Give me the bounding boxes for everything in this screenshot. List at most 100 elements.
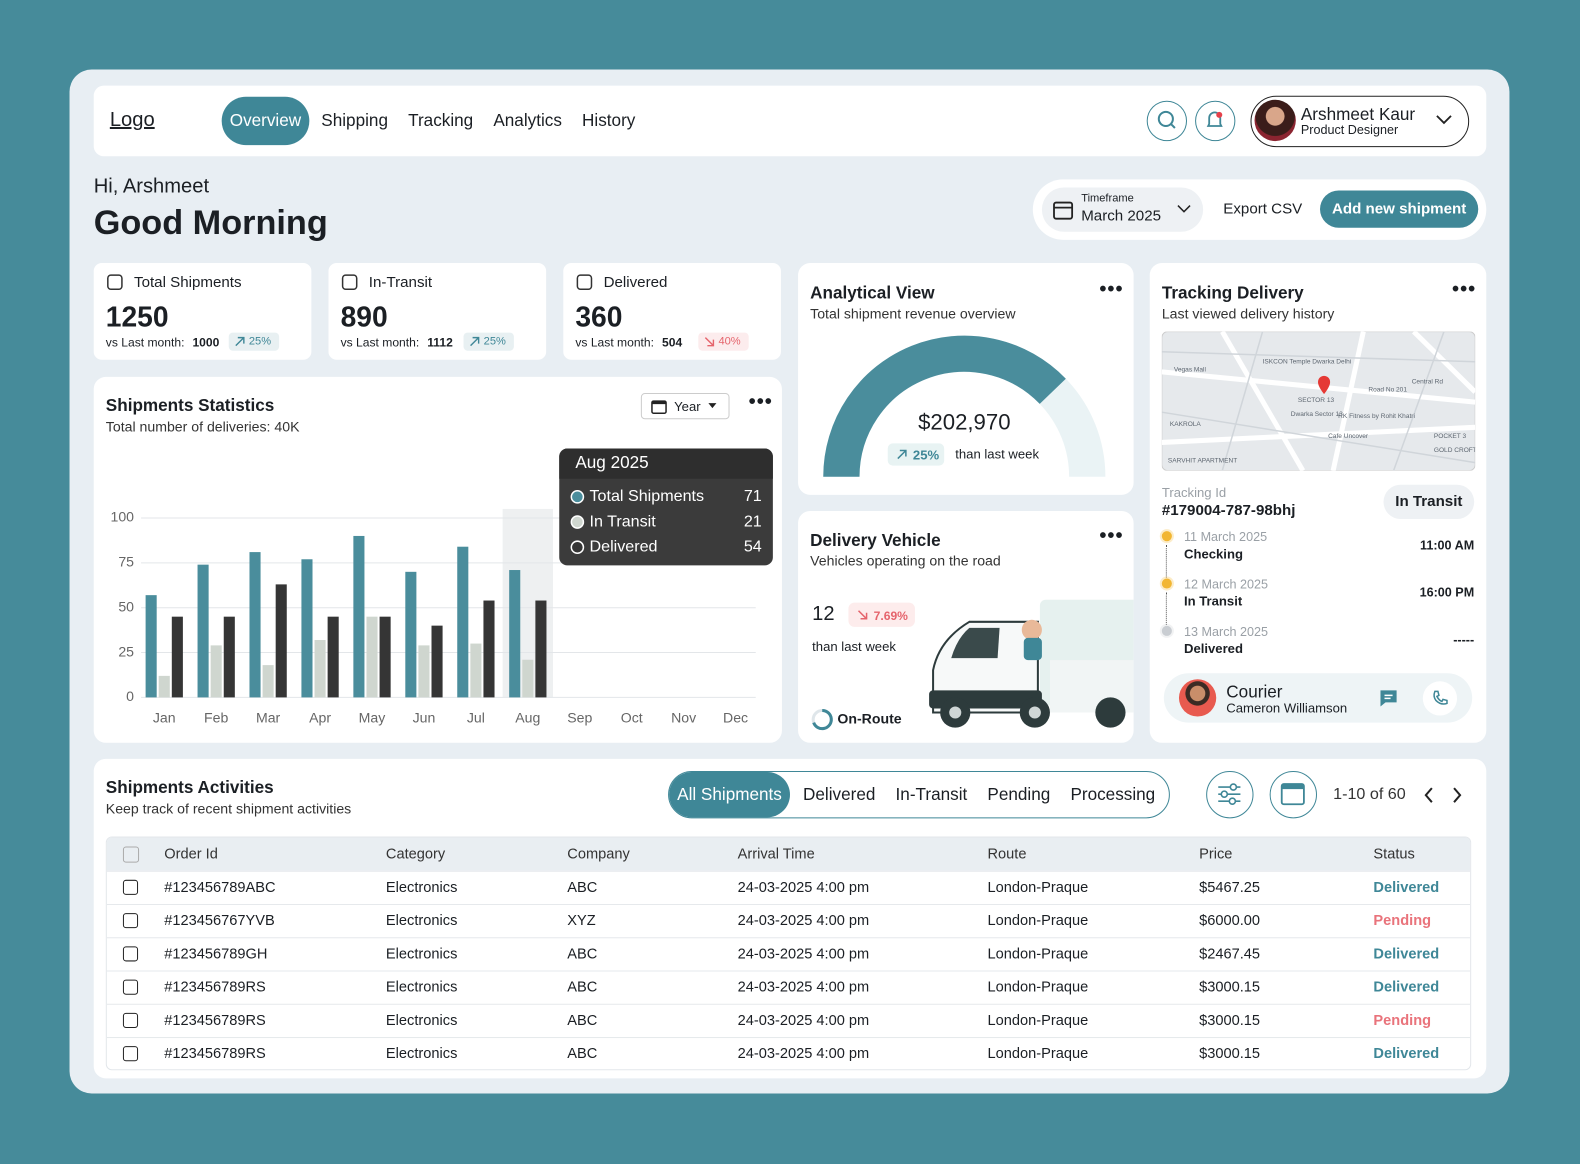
- bar: [158, 675, 170, 698]
- tab[interactable]: Pending: [987, 785, 1051, 805]
- step-dot: [1161, 625, 1172, 636]
- legend-label: In Transit: [589, 512, 656, 530]
- column-header: Route: [987, 846, 1027, 863]
- column-header: Status: [1373, 846, 1415, 863]
- user-role: Product Designer: [1300, 122, 1399, 138]
- logo[interactable]: Logo: [109, 108, 155, 132]
- chat-button[interactable]: [1377, 687, 1399, 709]
- stat-icon: [107, 274, 123, 290]
- cell: XYZ: [567, 913, 596, 930]
- table-row: #123456789RS Electronics ABC 24-03-2025 4:0…: [106, 970, 1471, 1004]
- stat-label: In-Transit: [368, 274, 433, 292]
- cell: London-Praque: [987, 879, 1089, 896]
- cell: Electronics: [385, 913, 458, 930]
- change-badge: 25%: [228, 332, 280, 351]
- bar: [418, 645, 430, 698]
- map-label: Road No 201: [1368, 387, 1407, 394]
- nav-item[interactable]: Shipping: [321, 110, 388, 131]
- nav-item[interactable]: Tracking: [408, 110, 474, 131]
- stat-card: In-Transit 890 vs Last month: 1112 25%: [328, 263, 547, 360]
- cell: Electronics: [385, 1046, 458, 1063]
- more-button[interactable]: •••: [1099, 525, 1124, 548]
- checkbox[interactable]: [122, 1046, 139, 1062]
- status-ring: [811, 708, 833, 731]
- export-button[interactable]: Export CSV: [1223, 200, 1303, 218]
- map-label: Dwarka Sector 13: [1291, 411, 1343, 418]
- more-button[interactable]: •••: [748, 391, 773, 414]
- caret: [708, 403, 717, 409]
- cell: London-Praque: [987, 913, 1089, 930]
- cell: #123456789RS: [164, 1012, 266, 1029]
- x-tick-label: May: [359, 709, 387, 725]
- step-line: [1165, 545, 1167, 578]
- timeframe-select[interactable]: [1041, 187, 1204, 232]
- section-title: Shipments Activities: [105, 778, 274, 798]
- x-tick-label: Feb: [204, 709, 228, 725]
- bell-icon: [1206, 111, 1223, 127]
- nav-item[interactable]: Analytics: [493, 110, 562, 131]
- step-dot: [1161, 578, 1172, 589]
- checkbox[interactable]: [122, 1012, 139, 1028]
- legend-swatch: [570, 540, 585, 555]
- period-select[interactable]: [640, 393, 730, 420]
- greeting: Hi, Arshmeet: [93, 175, 210, 198]
- pagination: 1-10 of 60: [1333, 786, 1406, 804]
- map-label: Central Rd: [1412, 379, 1444, 386]
- tooltip-value: 21: [744, 512, 762, 530]
- checkbox[interactable]: [122, 946, 139, 962]
- map-label: GOLD CROFT SOCIETY: [1434, 447, 1475, 454]
- column-header: Order Id: [164, 846, 218, 863]
- pager-arrows[interactable]: [1422, 786, 1468, 804]
- table-row: #123456789RS Electronics ABC 24-03-2025 4:0…: [106, 1003, 1471, 1037]
- x-tick-label: Jul: [467, 709, 485, 725]
- filter-button[interactable]: [1206, 770, 1254, 819]
- arrow: [235, 336, 245, 347]
- trend-arrow: [704, 337, 715, 347]
- checkbox[interactable]: [122, 979, 139, 995]
- table-row: #123456789RS Electronics ABC 24-03-2025 4:0…: [106, 1037, 1471, 1069]
- bar: [249, 552, 261, 698]
- x-tick-label: Oct: [621, 709, 643, 725]
- bar: [483, 600, 495, 698]
- notification-button[interactable]: [1195, 100, 1236, 142]
- bar: [327, 616, 339, 698]
- y-tick-label: 75: [118, 554, 134, 570]
- step-label: Checking: [1183, 546, 1243, 562]
- step-date: 12 March 2025: [1183, 577, 1269, 592]
- date-button[interactable]: [1269, 770, 1317, 819]
- nav-item[interactable]: History: [582, 110, 636, 131]
- stat-value: 360: [575, 301, 623, 333]
- tab[interactable]: All Shipments: [669, 771, 790, 818]
- add-shipment-button[interactable]: Add new shipment: [1320, 190, 1479, 228]
- bar: [470, 643, 482, 698]
- checkbox[interactable]: [122, 913, 139, 929]
- stat-value: 890: [340, 301, 388, 333]
- bar: [145, 595, 157, 698]
- status: Delivered: [1373, 946, 1440, 963]
- checkbox[interactable]: [122, 879, 139, 895]
- checkbox[interactable]: [122, 846, 140, 863]
- step-date: 13 March 2025: [1183, 624, 1269, 639]
- timeframe-value: March 2025: [1081, 207, 1162, 225]
- cell: ABC: [567, 1012, 598, 1029]
- stat-compare: vs Last month:: [105, 335, 185, 350]
- user-menu[interactable]: [1250, 95, 1470, 148]
- tooltip-value: 71: [744, 487, 762, 505]
- tab[interactable]: Delivered: [803, 785, 876, 805]
- search-button[interactable]: [1146, 100, 1188, 142]
- cell: $3000.15: [1199, 979, 1261, 996]
- step-dot: [1161, 531, 1172, 542]
- calendar-icon: [651, 400, 667, 414]
- more-button[interactable]: •••: [1099, 278, 1124, 301]
- call-button[interactable]: [1422, 681, 1458, 716]
- table-row: #123456789ABC Electronics ABC 24-03-2025 4:…: [106, 870, 1471, 904]
- tab[interactable]: Processing: [1070, 785, 1156, 805]
- cell: London-Praque: [987, 979, 1089, 996]
- nav-item[interactable]: Overview: [221, 96, 310, 146]
- more-button[interactable]: •••: [1452, 278, 1477, 301]
- tab[interactable]: In-Transit: [895, 785, 968, 805]
- column-header: Price: [1199, 846, 1233, 863]
- trend-arrow: [470, 336, 480, 347]
- x-tick-label: Aug: [515, 709, 540, 725]
